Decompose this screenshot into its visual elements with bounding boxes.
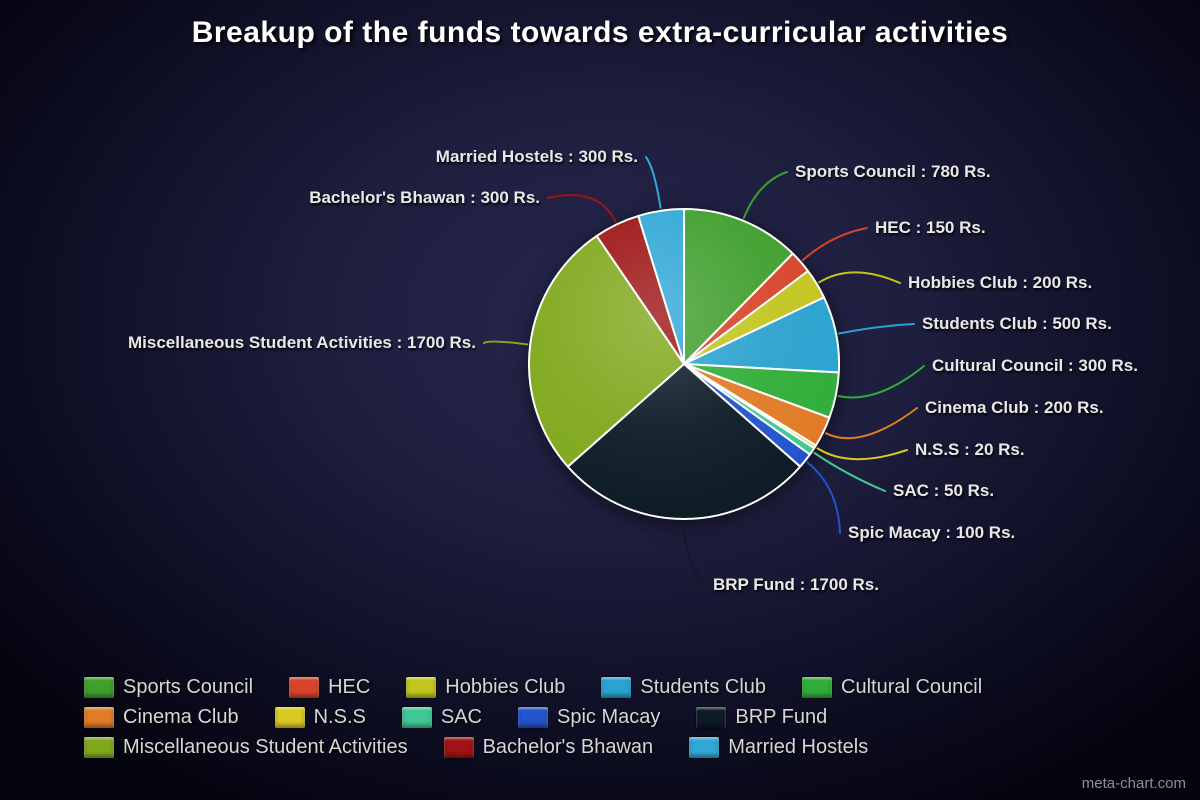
legend-item-n-s-s: N.S.S — [274, 706, 366, 729]
label-line-cinema-club — [825, 407, 918, 440]
legend-item-brp-fund: BRP Fund — [696, 706, 827, 729]
legend-item-cinema-club: Cinema Club — [84, 706, 239, 729]
legend-swatch-married-hostels — [689, 737, 720, 758]
pie-slices-group — [527, 208, 841, 521]
slice-label-sports-council: Sports Council : 780 Rs. — [795, 162, 991, 181]
legend-label: BRP Fund — [735, 706, 828, 728]
legend-label: Bachelor's Bhawan — [482, 736, 654, 758]
label-line-hobbies-club — [818, 271, 901, 284]
legend-row: Sports Council HEC Hobbies Club Students Cl… — [84, 676, 1164, 699]
legend-swatch-spic-macay — [517, 707, 548, 728]
legend-swatch-brp-fund — [696, 707, 727, 728]
legend-swatch-hobbies-club — [406, 677, 437, 698]
legend-label: Hobbies Club — [445, 676, 566, 698]
legend-item-sports-council: Sports Council — [84, 676, 253, 699]
legend-swatch-sac — [401, 707, 432, 728]
label-line-miscellaneous-student-activities — [483, 340, 529, 346]
legend-swatch-students-club — [601, 677, 632, 698]
legend-row: Cinema Club N.S.S SAC Spic Macay BRP Fund — [84, 706, 1164, 729]
slice-label-sac: SAC : 50 Rs. — [893, 481, 994, 500]
label-line-bachelor-s-bhawan — [547, 194, 617, 223]
label-line-brp-fund — [683, 521, 706, 586]
legend-label: HEC — [328, 676, 371, 698]
label-line-sac — [813, 452, 886, 492]
label-line-married-hostels — [645, 156, 662, 209]
label-line-spic-macay — [806, 461, 841, 534]
legend-item-bachelor-s-bhawan: Bachelor's Bhawan — [443, 736, 654, 759]
legend-label: Cultural Council — [841, 676, 983, 698]
legend-label: N.S.S — [313, 706, 366, 728]
slice-label-hec: HEC : 150 Rs. — [875, 218, 986, 237]
legend-item-sac: SAC — [401, 706, 482, 729]
slice-label-n-s-s: N.S.S : 20 Rs. — [915, 440, 1025, 459]
legend-label: Married Hostels — [728, 736, 869, 758]
legend-swatch-hec — [289, 677, 320, 698]
legend-swatch-miscellaneous-student-activities — [84, 737, 114, 758]
label-line-students-club — [838, 323, 915, 335]
label-line-cultural-council — [837, 365, 925, 399]
legend-item-hec: HEC — [289, 676, 370, 699]
legend-item-miscellaneous-student-activities: Miscellaneous Student Activities — [84, 736, 408, 759]
slice-label-married-hostels: Married Hostels : 300 Rs. — [436, 147, 638, 166]
legend-item-hobbies-club: Hobbies Club — [406, 676, 565, 699]
pie-sheen-overlay — [529, 209, 839, 519]
legend-item-cultural-council: Cultural Council — [802, 676, 982, 699]
legend-row: Miscellaneous Student Activities Bachelor… — [84, 736, 1164, 759]
legend-swatch-sports-council — [84, 677, 114, 698]
slice-label-cinema-club: Cinema Club : 200 Rs. — [925, 398, 1104, 417]
legend-label: Miscellaneous Student Activities — [123, 736, 408, 758]
slice-label-cultural-council: Cultural Council : 300 Rs. — [932, 356, 1138, 375]
chart-title: Breakup of the funds towards extra-curri… — [191, 16, 1009, 49]
legend-label: Spic Macay — [556, 706, 661, 728]
slice-label-hobbies-club: Hobbies Club : 200 Rs. — [908, 273, 1092, 292]
legend-label: SAC — [440, 706, 482, 728]
legend: Sports Council HEC Hobbies Club Students Cl… — [84, 676, 1164, 766]
label-line-n-s-s — [816, 447, 908, 461]
legend-swatch-bachelor-s-bhawan — [443, 737, 474, 758]
legend-swatch-cultural-council — [802, 677, 833, 698]
legend-swatch-cinema-club — [84, 707, 114, 728]
pie-annotations-group: Sports Council : 780 Rs. HEC : 150 Rs. Hob… — [128, 147, 1138, 594]
slice-label-brp-fund: BRP Fund : 1700 Rs. — [713, 575, 879, 594]
legend-item-students-club: Students Club — [601, 676, 766, 699]
label-line-sports-council — [742, 171, 788, 219]
slice-label-bachelor-s-bhawan: Bachelor's Bhawan : 300 Rs. — [309, 188, 540, 207]
slice-label-spic-macay: Spic Macay : 100 Rs. — [848, 523, 1015, 542]
legend-swatch-n-s-s — [274, 707, 305, 728]
slice-label-miscellaneous-student-activities: Miscellaneous Student Activities : 1700 … — [128, 333, 476, 352]
slice-label-students-club: Students Club : 500 Rs. — [922, 314, 1112, 333]
legend-label: Cinema Club — [123, 706, 239, 728]
legend-item-spic-macay: Spic Macay — [517, 706, 661, 729]
label-line-hec — [802, 227, 868, 261]
legend-item-married-hostels: Married Hostels — [689, 736, 868, 759]
legend-label: Sports Council — [123, 676, 254, 698]
watermark: meta-chart.com — [1081, 775, 1186, 792]
legend-label: Students Club — [640, 676, 767, 698]
